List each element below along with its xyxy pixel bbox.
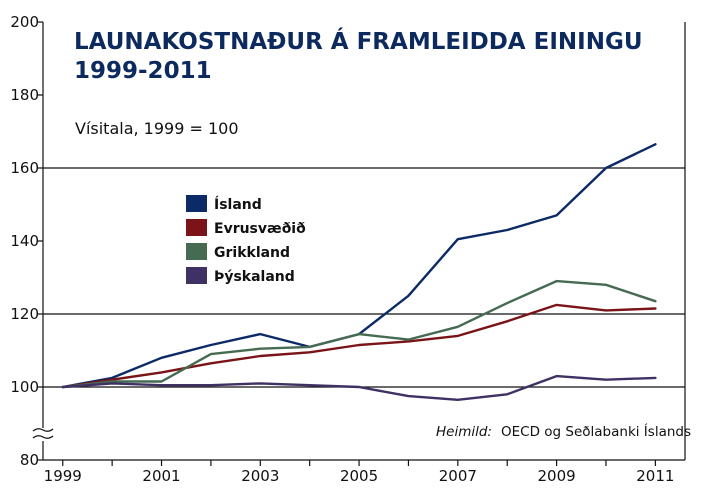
tick-labels: 80 100 120 140 160 180 200 1999 2001 2003 2005 2007…	[10, 13, 674, 485]
legend-swatch-3	[186, 243, 207, 260]
x-tick-label-2009: 2009	[538, 467, 576, 485]
series-line-4	[61, 374, 657, 401]
x-tick-label-2007: 2007	[439, 467, 477, 485]
source-note: Heimild: OECD og Seðlabanki Íslands	[436, 423, 691, 440]
x-tick-label-1999: 1999	[44, 467, 82, 485]
legend-swatch-4	[186, 267, 207, 284]
y-tick-label-160: 160	[10, 159, 39, 177]
axis-break-upper	[32, 428, 54, 432]
x-tick-label-2003: 2003	[241, 467, 279, 485]
legend-label-1: Ísland	[214, 196, 262, 213]
chart-title-line-1: LAUNAKOSTNAÐUR Á FRAMLEIDDA EININGU	[74, 27, 643, 55]
y-tick-label-120: 120	[10, 305, 39, 323]
source-text: OECD og Seðlabanki Íslands	[501, 423, 691, 440]
y-tick-label-200: 200	[10, 13, 39, 31]
axes	[32, 22, 686, 461]
source-label: Heimild:	[436, 424, 492, 440]
legend: Ísland Evrusvæðið Grikkland Þýskaland	[186, 195, 306, 285]
y-tick-label-140: 140	[10, 232, 39, 250]
series-line-2	[61, 303, 657, 389]
chart-subtitle: Vísitala, 1999 = 100	[75, 119, 239, 138]
legend-label-3: Grikkland	[214, 245, 290, 261]
legend-swatch-2	[186, 219, 207, 236]
axis-break-lower	[32, 435, 54, 439]
gridlines	[43, 167, 685, 388]
y-tick-label-80: 80	[20, 451, 39, 469]
legend-swatch-1	[186, 195, 207, 212]
x-tick-label-2001: 2001	[142, 467, 180, 485]
series-lines	[61, 143, 657, 401]
legend-label-4: Þýskaland	[214, 269, 295, 285]
x-tick-label-2005: 2005	[340, 467, 378, 485]
legend-label-2: Evrusvæðið	[214, 221, 306, 237]
series-line-3	[61, 279, 657, 389]
y-tick-label-100: 100	[10, 378, 39, 396]
x-tick-label-2011: 2011	[636, 467, 674, 485]
y-tick-label-180: 180	[10, 86, 39, 104]
chart-title-line-2: 1999-2011	[74, 58, 212, 84]
series-line-1	[61, 143, 657, 389]
